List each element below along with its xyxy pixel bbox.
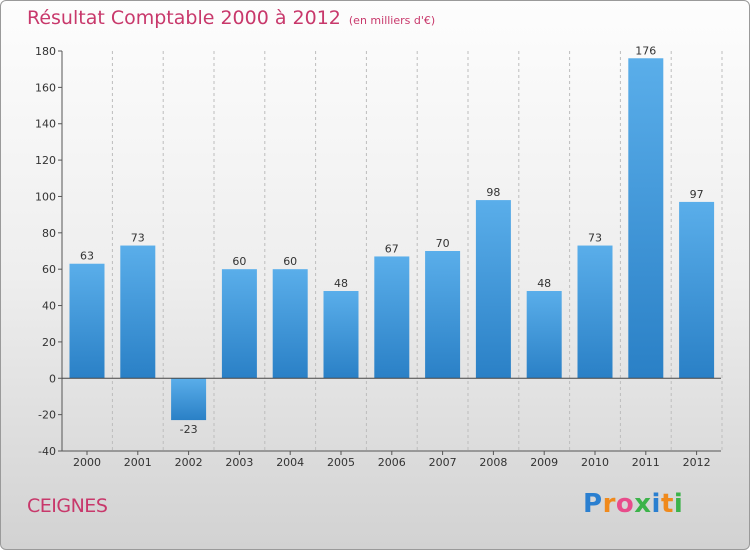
bar-2002	[171, 378, 207, 421]
bar-2004	[272, 269, 308, 379]
bar-2005	[323, 291, 359, 379]
bar-2010	[577, 245, 613, 379]
bar-2007	[425, 251, 461, 379]
y-tick-label: 100	[35, 190, 56, 203]
y-tick-label: 80	[42, 227, 56, 240]
logo-letter: i	[651, 489, 661, 519]
x-tick-label-2009: 2009	[530, 456, 558, 469]
bar-2000	[69, 263, 105, 379]
y-tick-label: -40	[38, 445, 56, 458]
logo-letter: r	[602, 489, 616, 519]
y-tick-label: 180	[35, 45, 56, 58]
bar-2003	[221, 269, 257, 379]
x-tick-label-2006: 2006	[378, 456, 406, 469]
y-tick-label: 140	[35, 118, 56, 131]
y-tick-label: 160	[35, 81, 56, 94]
x-tick-label-2010: 2010	[581, 456, 609, 469]
x-tick-label-2003: 2003	[225, 456, 253, 469]
x-tick-label-2004: 2004	[276, 456, 304, 469]
value-label-2004: 60	[283, 255, 297, 268]
y-tick-label: -20	[38, 409, 56, 422]
logo-letter: o	[615, 489, 635, 519]
axes	[58, 50, 721, 455]
grid-lines	[111, 51, 723, 451]
bars	[69, 58, 715, 421]
value-label-2009: 48	[537, 277, 551, 290]
x-tick-label-2001: 2001	[124, 456, 152, 469]
value-label-2005: 48	[334, 277, 348, 290]
proxiti-logo: Proxiti	[583, 489, 683, 519]
bar-2001	[120, 245, 156, 379]
logo-letter: P	[583, 489, 603, 519]
chart-subtitle: (en milliers d'€)	[348, 14, 436, 27]
y-tick-label: 40	[42, 300, 56, 313]
bar-2006	[374, 256, 410, 379]
logo-letter: t	[660, 489, 674, 519]
x-tick-label-2005: 2005	[327, 456, 355, 469]
x-tick-label-2011: 2011	[632, 456, 660, 469]
y-tick-label: 0	[49, 372, 56, 385]
chart-title-text: Résultat Comptable 2000 à 2012	[27, 7, 341, 29]
value-label-2003: 60	[232, 255, 246, 268]
bar-2009	[526, 291, 562, 379]
value-label-2010: 73	[588, 232, 602, 245]
bar-2008	[475, 200, 511, 379]
labels: 63 2000 73 2001 -23 2002 60 2003 60 2004 48 2005 67 2…	[35, 44, 711, 469]
logo-letter: x	[634, 489, 652, 519]
value-label-2011: 176	[635, 44, 656, 57]
value-label-2007: 70	[436, 237, 450, 250]
value-label-2000: 63	[80, 250, 94, 263]
x-tick-label-2012: 2012	[683, 456, 711, 469]
value-label-2002: -23	[180, 423, 198, 436]
x-tick-label-2008: 2008	[479, 456, 507, 469]
town-name: CEIGNES	[27, 495, 108, 517]
y-tick-label: 60	[42, 263, 56, 276]
value-label-2001: 73	[131, 232, 145, 245]
logo-letter: i	[673, 489, 684, 519]
chart-title: Résultat Comptable 2000 à 2012 (en millie…	[27, 7, 435, 29]
bar-2012	[679, 201, 715, 379]
y-tick-label: 120	[35, 154, 56, 167]
x-tick-label-2007: 2007	[429, 456, 457, 469]
x-tick-label-2000: 2000	[73, 456, 101, 469]
bar-2011	[628, 58, 664, 379]
value-label-2006: 67	[385, 242, 399, 255]
x-tick-label-2002: 2002	[175, 456, 203, 469]
value-label-2008: 98	[486, 186, 500, 199]
value-label-2012: 97	[690, 188, 704, 201]
y-tick-label: 20	[42, 336, 56, 349]
